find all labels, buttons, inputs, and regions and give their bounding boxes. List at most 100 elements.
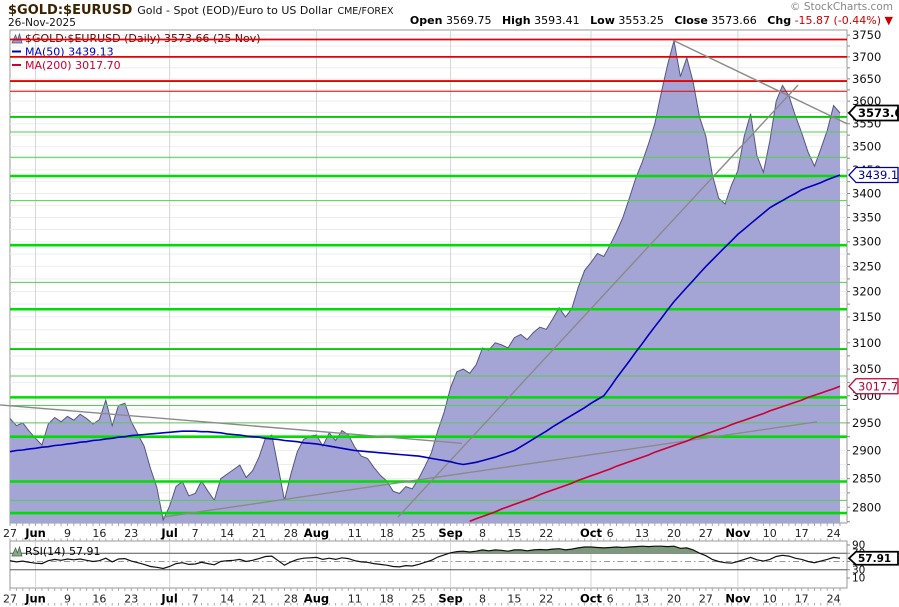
legend-ma200: MA(200) 3017.70 — [25, 59, 121, 72]
x-axis-label-bottom: Oct — [580, 592, 603, 606]
x-axis-label-bottom: 7 — [192, 593, 199, 606]
x-axis-label-bottom: 27 — [3, 593, 17, 606]
rsi-y-label: 30 — [852, 564, 865, 576]
area-series-icon — [11, 32, 23, 44]
low-label: Low — [590, 14, 615, 27]
y-axis-label: 3750 — [852, 28, 881, 42]
price-label-box — [847, 104, 899, 122]
price-label-value: 3573.66 — [858, 106, 899, 120]
x-axis-label: 24 — [827, 527, 841, 540]
high-value: 3593.41 — [534, 14, 580, 27]
x-axis-label: 27 — [699, 527, 713, 540]
y-axis-label: 3150 — [852, 310, 881, 324]
x-axis-label: 25 — [412, 527, 426, 540]
price-area-series — [10, 40, 840, 524]
price-label-box — [848, 378, 899, 395]
x-axis-label: 16 — [92, 527, 106, 540]
ma50-line — [9, 174, 841, 466]
price-line — [9, 40, 841, 522]
x-axis-label-bottom: Sep — [438, 592, 462, 606]
x-axis-label-bottom: 14 — [220, 593, 234, 606]
low-value: 3553.25 — [618, 14, 664, 27]
chart-title: $GOLD:$EURUSD Gold - Spot (EOD)/Euro to U… — [8, 2, 394, 18]
x-axis-label-bottom: 22 — [539, 593, 553, 606]
x-axis-label-bottom: 15 — [507, 593, 521, 606]
y-axis-label: 3050 — [852, 362, 881, 376]
trendline — [672, 39, 848, 125]
x-axis-label: Aug — [304, 526, 329, 540]
y-axis-label: 3200 — [852, 284, 881, 298]
legend-ma50: MA(50) 3439.13 — [25, 46, 114, 59]
x-axis-label-bottom: 28 — [284, 593, 298, 606]
x-axis-label-bottom: 25 — [412, 593, 426, 606]
x-axis-label: 22 — [539, 527, 553, 540]
chart-date: 26-Nov-2025 — [8, 17, 76, 29]
rsi-label-box — [847, 550, 899, 566]
chg-down-arrow-icon: ▼ — [884, 14, 893, 27]
trendline — [397, 84, 799, 518]
rsi-line — [9, 545, 841, 570]
x-axis-label: 13 — [635, 527, 649, 540]
x-axis-label: Nov — [725, 526, 751, 540]
x-axis-label: 10 — [763, 527, 777, 540]
ticker-symbol: $GOLD:$EURUSD — [8, 3, 133, 18]
x-axis-label-bottom: 20 — [667, 593, 681, 606]
x-axis-label: Oct — [580, 526, 603, 540]
x-axis-label-bottom: 21 — [252, 593, 266, 606]
x-axis-label: 15 — [507, 527, 521, 540]
symbol-description: Gold - Spot (EOD)/Euro to US Dollar — [137, 4, 333, 17]
y-axis-label: 3350 — [852, 210, 881, 224]
x-axis-label-bottom: 6 — [607, 593, 614, 606]
x-axis-label: 21 — [252, 527, 266, 540]
y-axis-label: 2800 — [852, 500, 881, 514]
x-axis-label: 14 — [220, 527, 234, 540]
rsi-series-icon — [11, 545, 23, 557]
price-label-value: 3017.70 — [858, 379, 899, 393]
x-axis-label-bottom: 24 — [827, 593, 841, 606]
x-axis-label-bottom: 16 — [92, 593, 106, 606]
x-axis-label-bottom: 27 — [699, 593, 713, 606]
ma200-line — [469, 385, 841, 522]
exchange-label: CME/FOREX — [337, 6, 394, 17]
x-axis-label: 18 — [380, 527, 394, 540]
x-axis-label: 27 — [3, 527, 17, 540]
y-axis-label: 2900 — [852, 444, 881, 458]
y-axis-label: 2950 — [852, 416, 881, 430]
x-axis-label: 23 — [124, 527, 138, 540]
x-axis-label: Sep — [438, 526, 462, 540]
high-label: High — [501, 14, 531, 27]
x-axis-label-bottom: Aug — [304, 592, 329, 606]
y-axis-label: 3500 — [852, 140, 881, 154]
y-axis-label: 3100 — [852, 336, 881, 350]
close-label: Close — [674, 14, 708, 27]
price-label-box — [848, 166, 899, 184]
x-axis-label: Jul — [160, 526, 177, 540]
x-axis-label: 8 — [479, 527, 486, 540]
x-axis-label-bottom: Nov — [725, 592, 751, 606]
rsi-y-label: 10 — [852, 573, 865, 585]
y-axis-label: 3250 — [852, 259, 881, 273]
chg-value: -15.87 (-0.44%) — [794, 14, 882, 27]
y-axis-label: 3300 — [852, 235, 881, 249]
x-axis-label-bottom: 13 — [635, 593, 649, 606]
x-axis-label-bottom: 11 — [348, 593, 362, 606]
x-axis-label-bottom: Jun — [24, 592, 46, 606]
y-axis-label: 2850 — [852, 472, 881, 486]
rsi-overbought-fill — [449, 546, 700, 554]
x-axis-label: 11 — [348, 527, 362, 540]
trendline — [162, 421, 818, 518]
y-axis-label: 3650 — [852, 72, 881, 86]
x-axis-label-bottom: 10 — [763, 593, 777, 606]
price-label-value: 3439.13 — [858, 168, 899, 182]
legend-rsi: RSI(14) 57.91 — [25, 545, 100, 558]
x-axis-label: Jun — [24, 526, 46, 540]
legend-main-series: $GOLD:$EURUSD (Daily) 3573.66 (25 Nov) — [25, 32, 261, 45]
x-axis-label: 28 — [284, 527, 298, 540]
ohlc-readout: Open 3569.75 High 3593.41 Low 3553.25 Cl… — [403, 14, 893, 27]
x-axis-label-bottom: Jul — [160, 592, 177, 606]
rsi-label-value: 57.91 — [858, 553, 891, 565]
open-value: 3569.75 — [445, 14, 492, 27]
rsi-panel-frame — [9, 540, 848, 589]
